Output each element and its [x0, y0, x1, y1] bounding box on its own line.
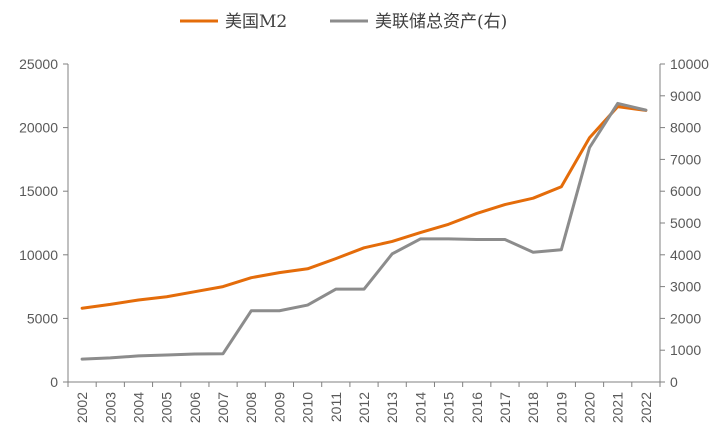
m2-point-2007: [222, 285, 225, 288]
x-tick-label: 2015: [441, 392, 457, 423]
m2-point-2010: [306, 267, 309, 270]
chart-series: [80, 101, 648, 361]
fed-assets-point-2016: [475, 238, 478, 241]
y-right-tick-label: 6000: [670, 183, 701, 199]
y-right-tick-label: 2000: [670, 310, 701, 326]
fed-assets-point-2013: [391, 252, 394, 255]
x-tick-label: 2019: [553, 392, 569, 423]
fed-assets-point-2020: [588, 146, 591, 149]
m2-point-2016: [475, 212, 478, 215]
x-tick-label: 2009: [271, 392, 287, 423]
m2-point-2005: [165, 295, 168, 298]
x-tick-label: 2007: [215, 392, 231, 423]
x-tick-label: 2008: [243, 392, 259, 423]
y-left-tick-label: 5000: [27, 310, 58, 326]
y-left-tick-label: 25000: [19, 56, 58, 72]
fed-assets-point-2015: [447, 237, 450, 240]
m2-point-2012: [363, 246, 366, 249]
m2-point-2004: [137, 298, 140, 301]
x-tick-label: 2002: [74, 392, 90, 423]
y-left-tick-label: 15000: [19, 183, 58, 199]
fed-assets-point-2005: [165, 353, 168, 356]
x-tick-label: 2011: [328, 392, 344, 422]
x-tick-label: 2017: [497, 392, 513, 423]
x-tick-label: 2010: [300, 392, 316, 423]
m2-point-2008: [250, 276, 253, 279]
x-tick-label: 2020: [582, 392, 598, 423]
m2-point-2018: [532, 197, 535, 200]
fed-assets-point-2008: [250, 309, 253, 312]
m2-point-2003: [109, 303, 112, 306]
y-left-tick-label: 0: [50, 374, 58, 390]
fed-assets-point-2017: [503, 238, 506, 241]
m2-point-2020: [588, 136, 591, 139]
y-right-tick-label: 3000: [670, 279, 701, 295]
m2-point-2006: [193, 290, 196, 293]
m2-point-2019: [560, 185, 563, 188]
m2-point-2014: [419, 231, 422, 234]
fed-assets-point-2004: [137, 354, 140, 357]
x-tick-label: 2003: [102, 392, 118, 423]
y-right-tick-label: 0: [670, 374, 678, 390]
fed-assets-point-2021: [616, 102, 619, 105]
m2-point-2013: [391, 240, 394, 243]
fed-assets-point-2012: [363, 288, 366, 291]
x-tick-label: 2014: [412, 392, 428, 423]
fed-assets-point-2006: [193, 353, 196, 356]
fed-assets-point-2003: [109, 356, 112, 359]
y-left-tick-label: 10000: [19, 247, 58, 263]
y-right-tick-label: 9000: [670, 88, 701, 104]
m2-point-2017: [503, 203, 506, 206]
legend-label-m2: 美国M2: [225, 12, 287, 32]
fed-assets-point-2009: [278, 309, 281, 312]
chart-legend: 美国M2 美联储总资产(右): [180, 12, 507, 32]
x-tick-label: 2006: [187, 392, 203, 423]
x-tick-label: 2022: [638, 392, 654, 423]
x-tick-label: 2018: [525, 392, 541, 423]
fed-assets-point-2019: [560, 248, 563, 251]
fed-assets-point-2011: [334, 288, 337, 291]
fed-assets-point-2010: [306, 304, 309, 307]
x-tick-label: 2016: [469, 392, 485, 423]
y-right-tick-label: 5000: [670, 215, 701, 231]
chart-axes: 0 5000 10000 15000 20000 25000 0 1000 2000 3000 40…: [19, 56, 709, 423]
m2-point-2015: [447, 223, 450, 226]
m2-point-2009: [278, 271, 281, 274]
x-tick-label: 2013: [384, 392, 400, 423]
m2-point-2002: [81, 307, 84, 310]
fed-assets-point-2002: [81, 358, 84, 361]
fed-assets-point-2007: [222, 352, 225, 355]
m2-point-2011: [334, 257, 337, 260]
y-right-tick-label: 8000: [670, 120, 701, 136]
series-line-fed-assets: [80, 101, 648, 361]
x-tick-label: 2021: [610, 392, 626, 423]
fed-assets-point-2018: [532, 251, 535, 254]
y-right-tick-label: 7000: [670, 151, 701, 167]
y-right-tick-label: 1000: [670, 342, 701, 358]
x-tick-label: 2005: [159, 392, 175, 423]
fed-assets-point-2014: [419, 237, 422, 240]
fed-assets-point-2022: [644, 109, 647, 112]
y-right-tick-label: 4000: [670, 247, 701, 263]
series-line-m2: [80, 105, 648, 310]
y-left-tick-label: 20000: [19, 120, 58, 136]
y-right-tick-label: 10000: [670, 56, 709, 72]
x-tick-label: 2004: [130, 392, 146, 423]
x-tick-label: 2012: [356, 392, 372, 423]
legend-label-fed-assets: 美联储总资产(右): [375, 12, 507, 32]
